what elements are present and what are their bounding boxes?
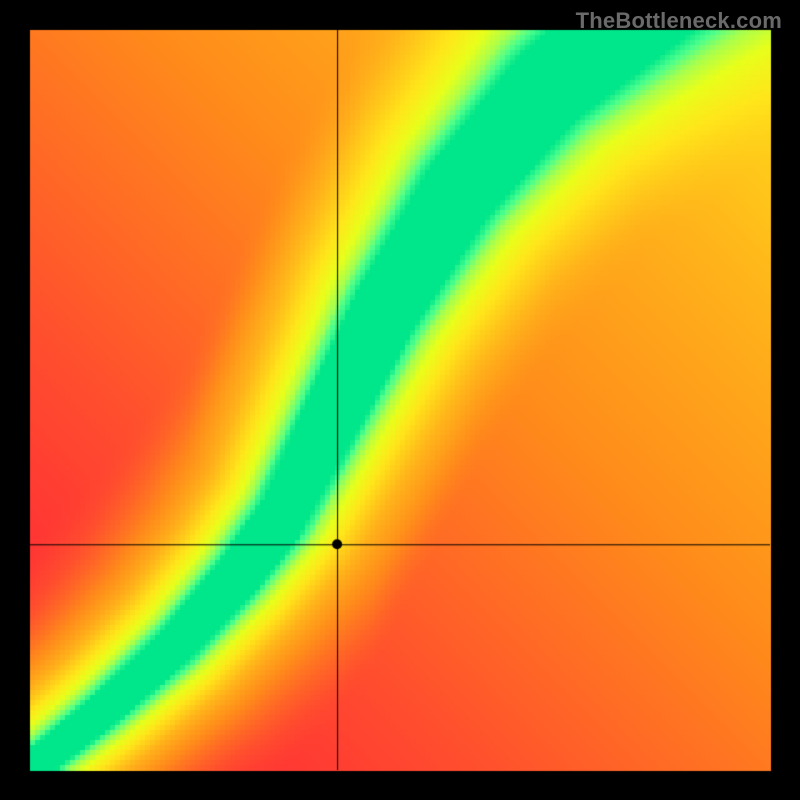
watermark-text: TheBottleneck.com [576, 8, 782, 34]
bottleneck-heatmap [0, 0, 800, 800]
chart-container: TheBottleneck.com [0, 0, 800, 800]
